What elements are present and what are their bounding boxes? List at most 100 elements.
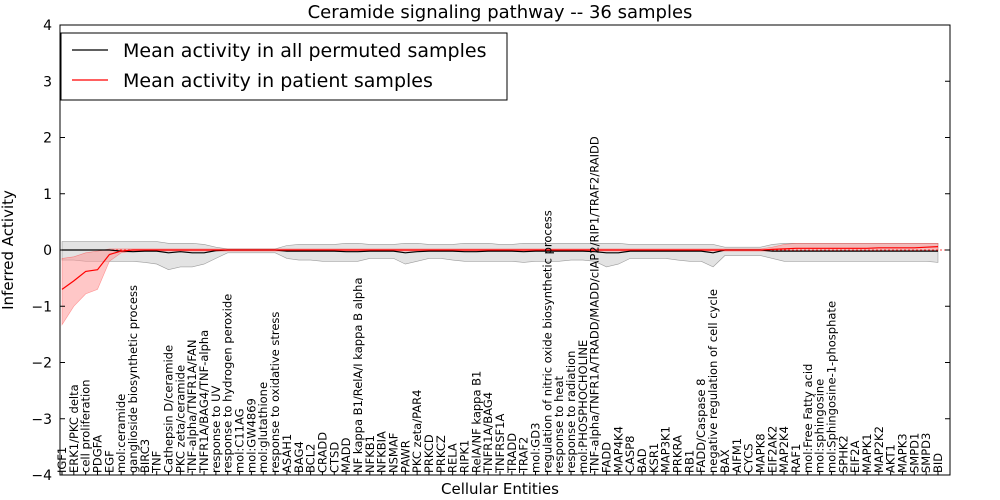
x-tick-label: response to heat [552, 376, 566, 473]
y-tick-label: 1 [43, 187, 52, 203]
legend-label-patient: Mean activity in patient samples [123, 70, 433, 92]
x-tick-label: mol:Free Fatty acid [801, 364, 815, 473]
x-tick-label: EIF2A [848, 440, 862, 473]
x-tick-label: regulation of nitric oxide biosynthetic … [540, 210, 554, 473]
x-tick-label: TRADD [505, 433, 519, 474]
x-tick-label: PKC zeta/PAR4 [410, 390, 424, 473]
y-tick-label: −4 [31, 468, 52, 484]
x-tick-label: ASAH1 [280, 434, 294, 473]
x-tick-label: RELA [446, 443, 460, 473]
x-tick-label: BAD [635, 448, 649, 473]
x-tick-label: RIPK1 [458, 440, 472, 473]
x-tick-label: SMPD3 [919, 433, 933, 473]
x-tick-label: BCL2 [304, 444, 318, 473]
x-tick-label: MAPK3 [896, 433, 910, 473]
x-tick-label: CYCS [742, 443, 756, 473]
x-tick-label: AIFM1 [730, 438, 744, 473]
x-tick-label: response to UV [209, 385, 223, 473]
x-tick-label: ERK1/PKC delta [67, 384, 81, 473]
x-tick-label: FADD/Caspase 8 [694, 379, 708, 473]
x-tick-label: FADD [600, 442, 614, 473]
x-tick-label: BAG4 [292, 441, 306, 473]
x-tick-label: mol:sphingosine [813, 379, 827, 473]
x-tick-label: response to hydrogen peroxide [221, 294, 235, 473]
x-tick-label: RAF1 [789, 444, 803, 473]
x-tick-label: SPHK2 [836, 435, 850, 473]
x-tick-label: MAPK1 [860, 433, 874, 473]
x-tick-label: AKT1 [884, 444, 898, 473]
y-tick-label: −3 [31, 412, 52, 428]
y-tick-label: −2 [31, 356, 52, 372]
x-tick-label: CRADD [315, 432, 329, 473]
y-tick-label: 4 [43, 18, 52, 34]
band-permuted [61, 241, 939, 271]
x-tick-label: ganglioside biosynthetic process [126, 285, 140, 473]
x-tick-label: PRKCZ [434, 435, 448, 473]
x-tick-label: EIF2AK2 [765, 426, 779, 473]
x-tick-label: response to oxidative stress [268, 312, 282, 473]
x-tick-label: KSR1 [647, 443, 661, 473]
x-tick-label: RelA/NF kappa B1 [469, 371, 483, 473]
x-tick-label: NFKB1 [363, 435, 377, 473]
x-tick-label: mol:glutathione [256, 382, 270, 473]
x-tick-label: mol:GD3 [529, 423, 543, 473]
x-tick-label: mol:C11AG [233, 408, 247, 473]
y-tick-label: −1 [31, 299, 52, 315]
x-tick-label: negative regulation of cell cycle [706, 289, 720, 473]
x-tick-label: MAP2K4 [777, 426, 791, 473]
x-tick-label: Cathepsin D/ceramide [162, 345, 176, 473]
x-tick-label: NF kappa B1/RelA/I kappa B alpha [351, 277, 365, 473]
x-tick-label: PAWR [398, 440, 412, 473]
x-tick-label: TNFRSF1A [493, 414, 507, 474]
legend-box [60, 32, 508, 101]
x-axis-label: Cellular Entities [441, 480, 559, 498]
x-tick-label: mol:ceramide [114, 394, 128, 473]
x-tick-label: TNF [150, 451, 164, 474]
x-tick-label: BAX [718, 449, 732, 473]
confidence-bands [61, 241, 939, 326]
x-tick-label: MAP3K1 [659, 426, 673, 473]
x-tick-label: MADD [339, 437, 353, 473]
chart-title: Ceramide signaling pathway -- 36 samples [308, 2, 693, 23]
x-tick-label: cell proliferation [79, 379, 93, 473]
x-tick-label: TNFR1A/BAG4 [481, 392, 495, 474]
x-tick-label: NSMAF [387, 433, 401, 473]
y-tick-label: 0 [43, 243, 52, 259]
plot-frame [59, 24, 951, 476]
x-tick-label: TNF-alpha/TNFR1A/FAN [185, 340, 199, 474]
y-tick-label: 3 [43, 74, 52, 90]
x-tick-label: RB1 [682, 450, 696, 473]
x-tick-label: TNFR1A/BAG4/TNF-alpha [197, 330, 211, 474]
x-tick-label: mol:Sphingosine-1-phosphate [825, 301, 839, 473]
y-tick-label: 2 [43, 131, 52, 147]
legend-label-permuted: Mean activity in all permuted samples [123, 40, 486, 62]
legend: Mean activity in all permuted samples Me… [60, 32, 508, 101]
x-tick-label: CTSD [327, 442, 341, 473]
x-tick-label: NFKBIA [375, 431, 389, 473]
x-tick-label: TRAF2 [517, 437, 531, 474]
x-tick-label: IGF1 [55, 447, 69, 473]
x-tick-label: mol:GW4869 [244, 398, 258, 473]
x-tick-label: MAPK8 [753, 433, 767, 473]
x-tick-label: EGF [102, 450, 116, 473]
x-tick-label: MAP2K2 [872, 426, 886, 473]
y-axis-label: Inferred Activity [0, 190, 17, 310]
x-tick-label: PKC zeta/ceramide [173, 365, 187, 473]
line-permuted [62, 249, 938, 254]
x-tick-label: SMPD1 [907, 433, 921, 473]
line-patient [61, 246, 939, 290]
x-tick-label: MAP4K4 [611, 426, 625, 473]
y-axis-ticks: −4 −3 −2 −1 0 1 2 3 4 [31, 18, 950, 484]
x-tick-label: PRKRA [671, 435, 685, 473]
x-tick-label: BIRC3 [138, 439, 152, 473]
x-tick-label: mol:PHOSPHOCHOLINE [576, 340, 590, 473]
x-tick-label: BID [931, 453, 945, 473]
x-tick-label: CASP8 [623, 436, 637, 473]
x-tick-label: TNF-alpha/TNFR1A/TRADD/MADD/cIAP2/RIP1/T… [588, 136, 602, 474]
x-tick-label: PDGFA [91, 435, 105, 473]
series-lines [60, 246, 950, 290]
x-tick-label: PRKCD [422, 434, 436, 473]
x-tick-label: response to radiation [564, 351, 578, 473]
